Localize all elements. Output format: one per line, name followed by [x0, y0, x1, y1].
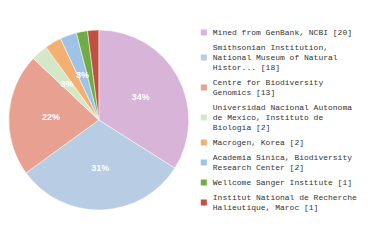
svg-text:Halieutique, Maroc [1]: Halieutique, Maroc [1]	[213, 203, 319, 212]
svg-text:31%: 31%	[91, 163, 109, 173]
svg-text:34%: 34%	[132, 92, 150, 102]
svg-text:Biologia [2]: Biologia [2]	[213, 123, 271, 132]
svg-text:Research Center [2]: Research Center [2]	[213, 163, 304, 172]
svg-text:Institut National de Recherche: Institut National de Recherche	[213, 193, 357, 202]
svg-text:22%: 22%	[42, 112, 60, 122]
svg-text:National Museum of Natural: National Museum of Natural	[213, 53, 338, 62]
svg-text:Macrogen, Korea [2]: Macrogen, Korea [2]	[213, 138, 304, 147]
svg-text:3%: 3%	[61, 79, 74, 89]
svg-text:de Mexico, Instituto de: de Mexico, Instituto de	[213, 113, 324, 122]
svg-text:Histor... [18]: Histor... [18]	[213, 63, 280, 72]
svg-text:Genomics [13]: Genomics [13]	[213, 88, 275, 97]
svg-text:3%: 3%	[76, 70, 89, 80]
svg-text:Smithsonian Institution,: Smithsonian Institution,	[213, 43, 328, 52]
svg-text:Universidad Nacional Autonoma: Universidad Nacional Autonoma	[213, 103, 352, 112]
svg-text:Wellcome Sanger Institute [1]: Wellcome Sanger Institute [1]	[213, 178, 352, 187]
svg-text:Mined from GenBank, NCBI [20]: Mined from GenBank, NCBI [20]	[213, 28, 352, 37]
svg-text:Centre for Biodiversity: Centre for Biodiversity	[213, 78, 324, 87]
svg-text:Academia Sinica, Biodiversity: Academia Sinica, Biodiversity	[213, 153, 352, 162]
